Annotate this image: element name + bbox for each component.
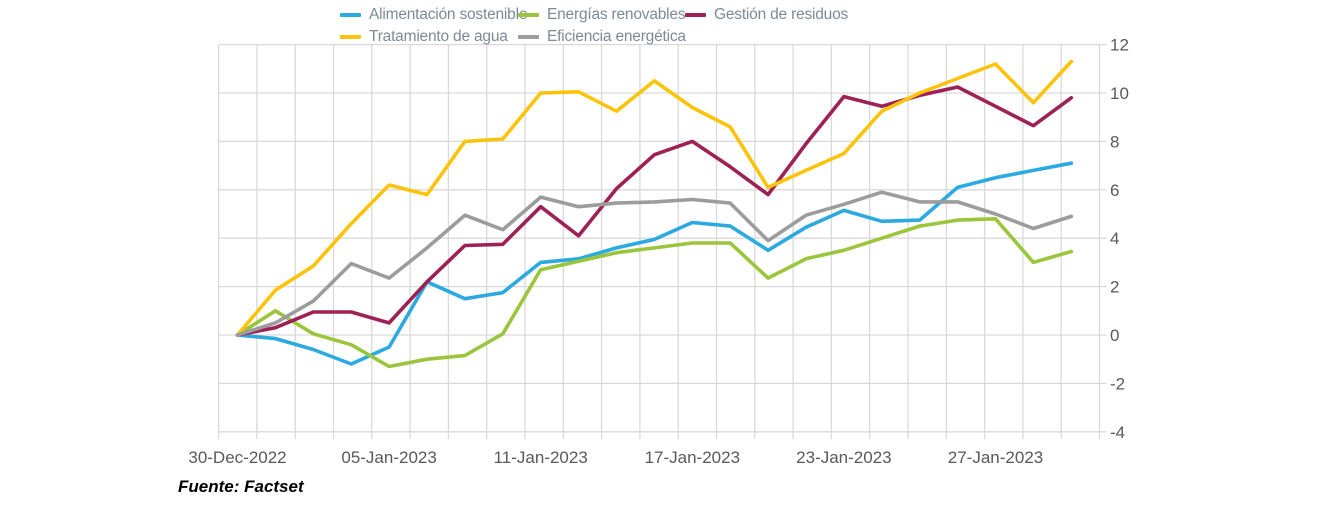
x-axis-label: 17-Jan-2023 bbox=[645, 448, 740, 467]
x-axis-label: 23-Jan-2023 bbox=[796, 448, 891, 467]
legend-item-5: Eficiencia energética bbox=[518, 26, 686, 48]
y-axis-label: 12 bbox=[1110, 36, 1129, 55]
x-axis-label: 30-Dec-2022 bbox=[188, 448, 286, 467]
series-line-alimentacion-sostenible bbox=[235, 161, 1074, 366]
legend-item-1: Alimentación sostenible bbox=[340, 4, 527, 26]
y-axis-label: 8 bbox=[1110, 132, 1119, 151]
legend-label: Eficiencia energética bbox=[547, 28, 686, 45]
y-axis-label: 0 bbox=[1110, 326, 1119, 345]
x-axis-label: 11-Jan-2023 bbox=[494, 448, 588, 467]
legend-swatch-icon bbox=[518, 35, 539, 39]
legend-item-3: Gestión de residuos bbox=[685, 4, 848, 26]
axis-labels: 30-Dec-2022 05-Jan-2023 11-Jan-2023 17-Jan-… bbox=[188, 36, 1129, 467]
series-line-gestion-de-residuos bbox=[235, 85, 1074, 337]
gridlines bbox=[217, 43, 1107, 439]
source-label: Fuente: Factset bbox=[178, 477, 304, 496]
legend-item-4: Tratamiento de agua bbox=[340, 26, 508, 48]
y-axis-label: -2 bbox=[1110, 374, 1125, 393]
legend-label: Tratamiento de agua bbox=[369, 28, 508, 45]
series-line-energias-renovables bbox=[235, 217, 1074, 369]
y-axis-label: 6 bbox=[1110, 181, 1119, 200]
y-axis-label: 4 bbox=[1110, 229, 1119, 248]
x-axis-label: 27-Jan-2023 bbox=[948, 448, 1043, 467]
legend-label: Energías renovables bbox=[547, 6, 686, 23]
y-axis-label: 10 bbox=[1110, 84, 1129, 103]
legend-swatch-icon bbox=[685, 13, 706, 17]
legend-swatch-icon bbox=[518, 13, 539, 17]
x-axis-label: 05-Jan-2023 bbox=[341, 448, 436, 467]
legend-swatch-icon bbox=[340, 35, 361, 39]
series-line-eficiencia-energetica bbox=[235, 190, 1074, 337]
legend-label: Gestión de residuos bbox=[714, 6, 849, 23]
legend-item-2: Energías renovables bbox=[518, 4, 686, 26]
legend-swatch-icon bbox=[340, 13, 361, 17]
y-axis-label: -4 bbox=[1110, 423, 1125, 442]
y-axis-label: 2 bbox=[1110, 278, 1119, 297]
legend-label: Alimentación sostenible bbox=[369, 6, 528, 23]
series-line-tratamiento-de-agua bbox=[235, 59, 1074, 337]
